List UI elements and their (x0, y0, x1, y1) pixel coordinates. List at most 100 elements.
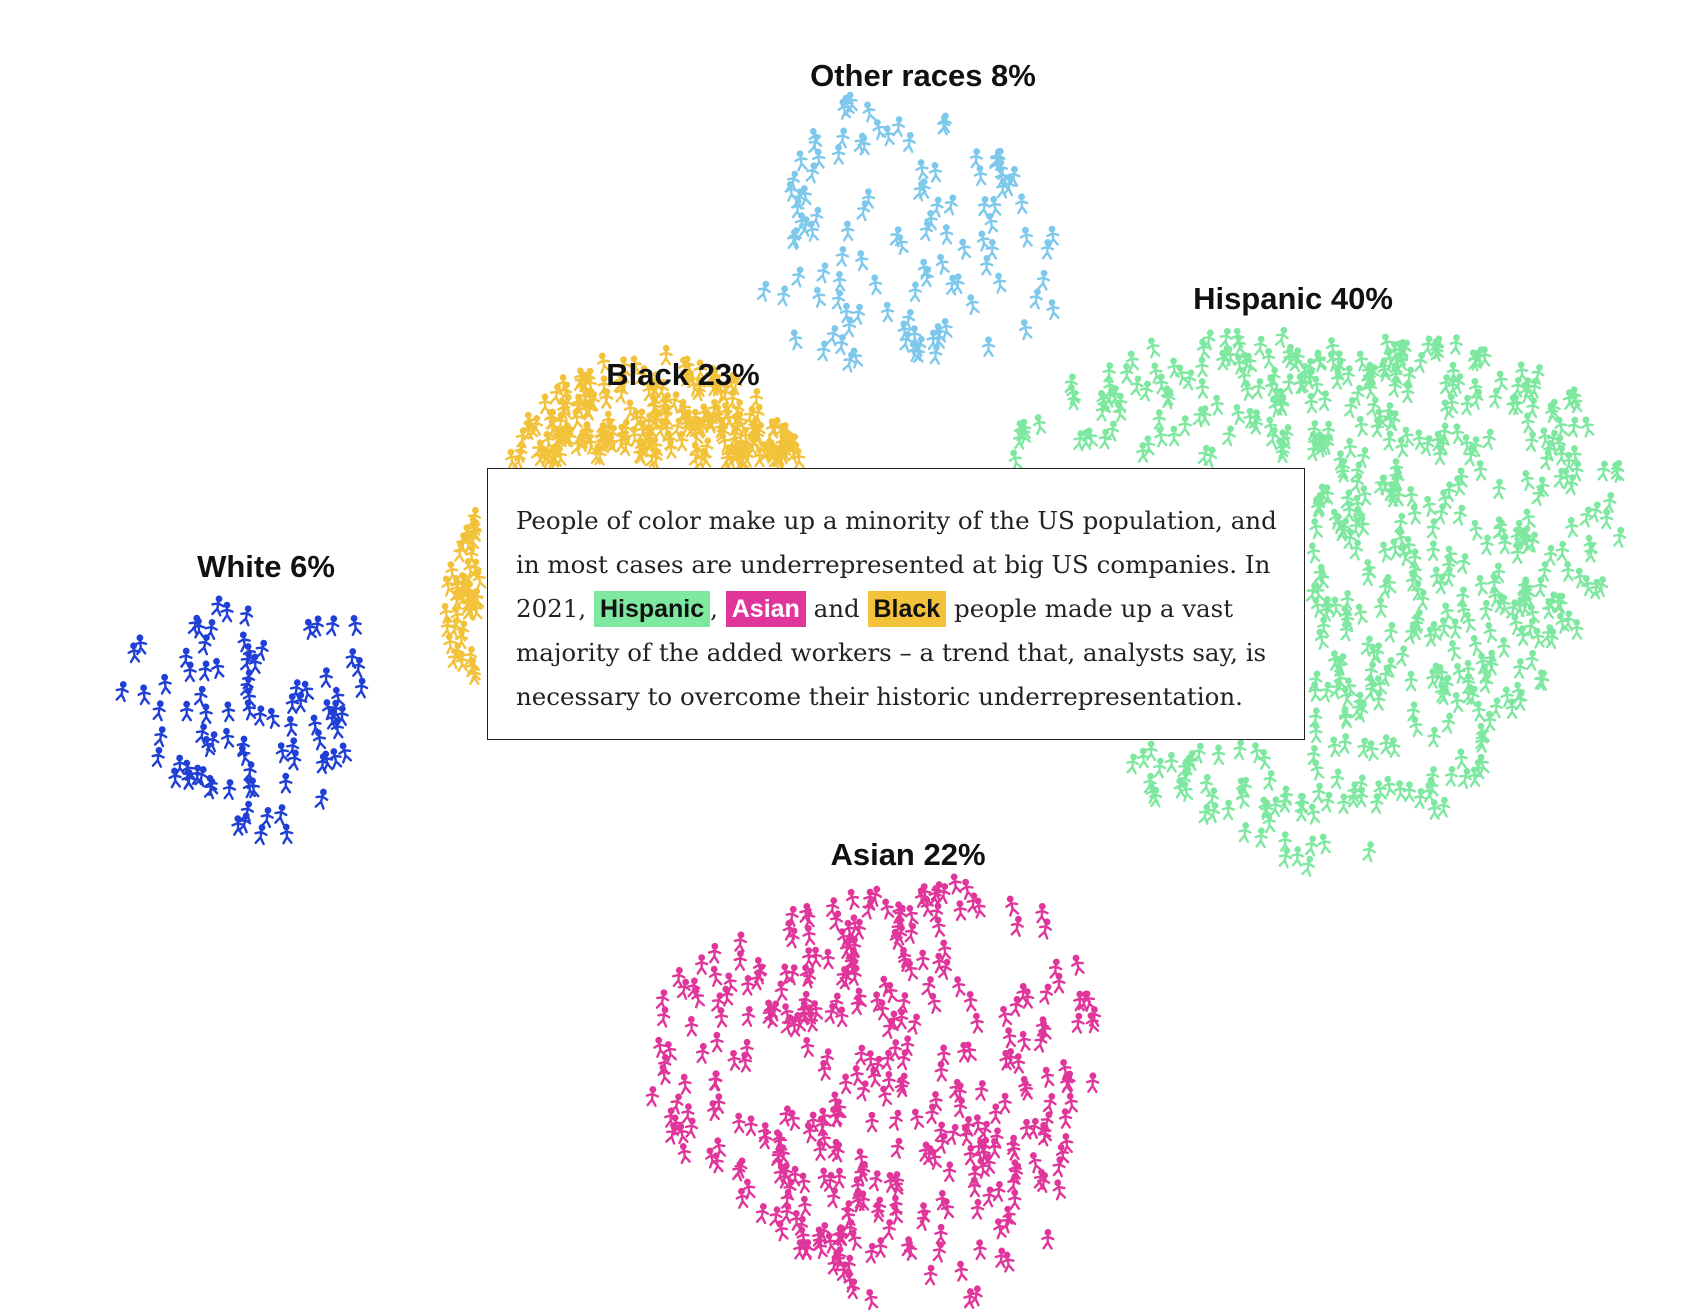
person-icon-black (706, 375, 720, 397)
person-icon-asian (828, 1091, 843, 1113)
person-icon-hispanic (1325, 337, 1340, 359)
person-icon-hispanic (1437, 617, 1451, 638)
person-icon-asian (937, 958, 952, 980)
person-icon-hispanic (1370, 642, 1385, 664)
person-icon-hispanic (1475, 732, 1489, 753)
person-icon-hispanic (1289, 351, 1303, 373)
person-icon-hispanic (1304, 392, 1319, 414)
person-icon-asian (901, 1236, 915, 1258)
person-icon-asian (823, 1171, 837, 1193)
person-icon-hispanic (1328, 508, 1343, 530)
person-icon-other (805, 162, 820, 184)
person-icon-hispanic (1232, 334, 1247, 356)
person-icon-hispanic (1320, 484, 1335, 506)
person-icon-asian (1017, 1030, 1031, 1052)
person-icon-hispanic (1466, 685, 1480, 707)
annotation-box: People of color make up a minority of th… (487, 468, 1305, 740)
person-icon-asian (755, 1203, 770, 1225)
person-icon-asian (769, 1206, 783, 1228)
person-icon-asian (829, 992, 844, 1014)
person-icon-other (979, 255, 994, 276)
person-icon-hispanic (1248, 409, 1262, 431)
person-icon-hispanic (1268, 796, 1283, 818)
person-icon-hispanic (1307, 420, 1321, 442)
person-icon-hispanic (1243, 352, 1258, 374)
person-icon-black (546, 443, 561, 465)
person-icon-other (1046, 225, 1060, 247)
person-icon-hispanic (1446, 361, 1461, 383)
person-icon-hispanic (1422, 495, 1437, 517)
person-icon-hispanic (1354, 774, 1368, 796)
person-icon-hispanic (1310, 596, 1325, 618)
person-icon-white (254, 824, 268, 846)
person-icon-white (198, 660, 213, 682)
person-icon-other (899, 331, 913, 353)
person-icon-other (808, 133, 822, 155)
person-icon-black (675, 430, 689, 452)
person-icon-other (928, 162, 943, 183)
person-icon-white (237, 744, 252, 766)
person-icon-white (201, 735, 216, 758)
person-icon-black (616, 423, 630, 445)
person-icon-asian (918, 883, 932, 905)
person-icon-asian (750, 969, 765, 991)
person-icon-asian (1027, 1117, 1041, 1139)
person-icon-hispanic (1442, 566, 1456, 587)
person-icon-hispanic (1264, 416, 1278, 438)
person-icon-black (449, 589, 464, 611)
person-icon-hispanic (1568, 386, 1582, 408)
person-icon-other (1046, 299, 1060, 321)
person-icon-asian (712, 1093, 726, 1114)
person-icon-hispanic (1203, 446, 1218, 468)
person-icon-white (239, 605, 254, 627)
person-icon-asian (742, 1178, 756, 1200)
person-icon-white (222, 779, 237, 801)
person-icon-asian (809, 1000, 824, 1022)
person-icon-other (908, 281, 922, 303)
person-icon-hispanic (1373, 408, 1388, 430)
person-icon-hispanic (1232, 353, 1247, 375)
person-icon-hispanic (1561, 561, 1575, 582)
person-icon-hispanic (1102, 362, 1116, 384)
person-icon-asian (888, 1039, 903, 1060)
person-icon-asian (882, 1219, 896, 1240)
person-icon-asian (821, 948, 835, 970)
person-icon-hispanic (1073, 430, 1087, 452)
person-icon-hispanic (1321, 596, 1336, 618)
person-icon-hispanic (1441, 712, 1456, 734)
person-icon-hispanic (1378, 541, 1393, 563)
person-icon-black (697, 403, 711, 425)
person-icon-hispanic (1562, 451, 1576, 473)
person-icon-asian (738, 1051, 752, 1073)
person-icon-other (839, 302, 854, 324)
person-icon-asian (1038, 1020, 1052, 1042)
person-icon-asian (800, 1036, 815, 1058)
person-icon-white (348, 614, 362, 637)
person-icon-hispanic (1139, 380, 1154, 402)
person-icon-asian (1042, 1092, 1057, 1115)
person-icon-hispanic (1511, 376, 1525, 398)
person-icon-asian (856, 1080, 871, 1102)
person-icon-hispanic (1373, 474, 1388, 496)
person-icon-other (844, 91, 858, 113)
person-icon-asian (999, 1212, 1014, 1234)
person-icon-white (153, 726, 168, 748)
person-icon-other (939, 224, 954, 245)
person-icon-asian (843, 933, 857, 955)
person-icon-black (457, 573, 472, 594)
person-icon-hispanic (1588, 501, 1603, 523)
person-icon-black (602, 418, 617, 440)
person-icon-hispanic (1497, 594, 1511, 616)
person-icon-asian (1011, 1053, 1026, 1074)
person-icon-hispanic (1373, 675, 1388, 697)
person-icon-asian (723, 972, 738, 994)
person-icon-hispanic (1236, 777, 1250, 799)
person-icon-asian (741, 975, 755, 996)
person-icon-black (768, 447, 782, 469)
person-icon-asian (785, 964, 800, 986)
person-icon-black (780, 427, 795, 449)
person-icon-black (724, 371, 739, 393)
person-icon-other (1040, 239, 1055, 260)
person-icon-asian (802, 907, 816, 928)
person-icon-hispanic (1408, 503, 1422, 525)
